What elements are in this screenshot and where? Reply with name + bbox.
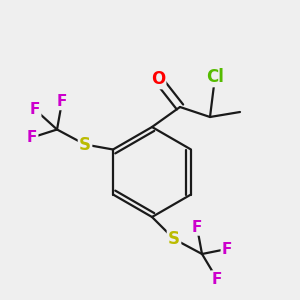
Text: F: F (27, 130, 37, 145)
Text: F: F (222, 242, 232, 256)
Text: S: S (79, 136, 91, 154)
Text: F: F (192, 220, 202, 235)
Text: F: F (30, 102, 40, 117)
Text: S: S (168, 230, 180, 248)
Text: F: F (57, 94, 67, 109)
Text: Cl: Cl (206, 68, 224, 86)
Text: O: O (151, 70, 165, 88)
Text: F: F (212, 272, 222, 286)
